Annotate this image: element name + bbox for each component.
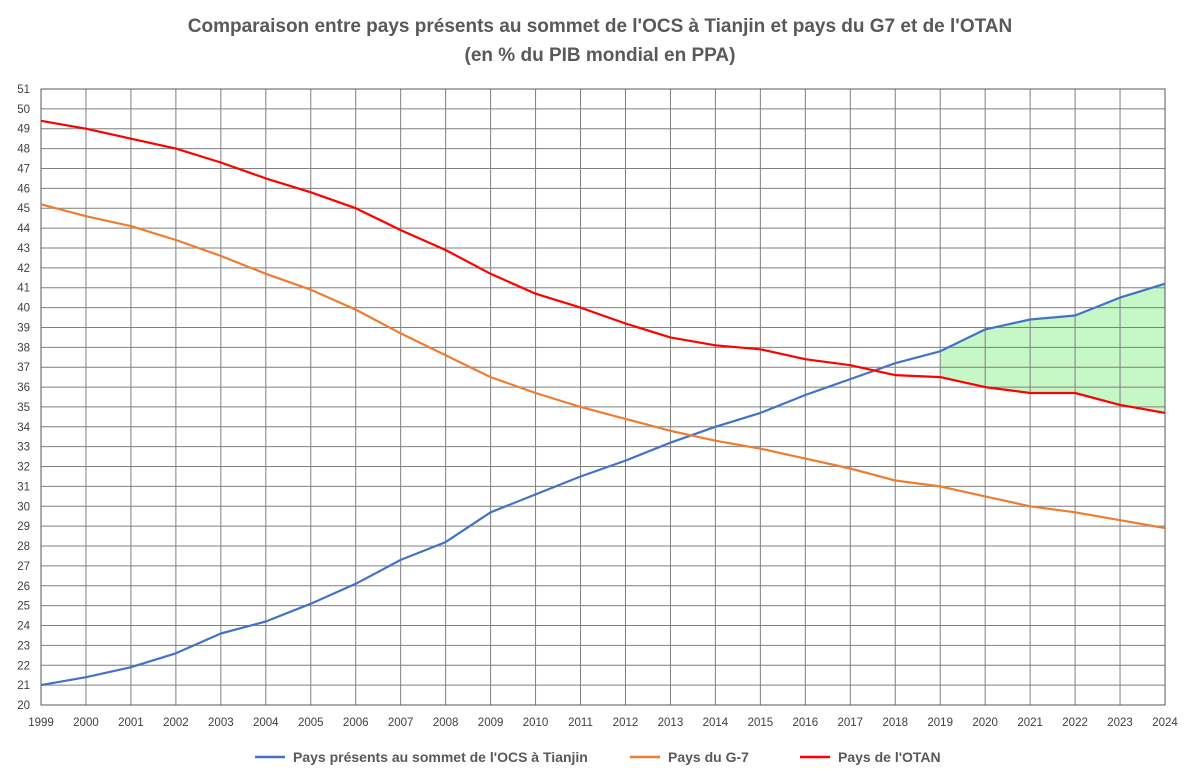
y-tick-label: 42 xyxy=(17,263,30,275)
y-tick-label: 48 xyxy=(17,144,30,156)
y-tick-label: 47 xyxy=(17,163,30,175)
y-tick-label: 35 xyxy=(17,402,30,414)
x-tick-label: 2000 xyxy=(73,717,99,729)
x-tick-label: 2015 xyxy=(748,717,774,729)
series-line-3 xyxy=(40,119,1166,414)
y-tick-label: 22 xyxy=(17,660,30,672)
y-tick-label: 49 xyxy=(17,124,30,136)
y-tick-label: 37 xyxy=(17,362,30,374)
series-line-1 xyxy=(40,282,1166,687)
x-tick-label: 1999 xyxy=(28,717,54,729)
y-tick-label: 36 xyxy=(17,382,30,394)
series-line-2 xyxy=(40,203,1166,530)
y-tick-label: 41 xyxy=(17,283,30,295)
shaded-gap-area xyxy=(940,283,1165,413)
y-tick-label: 27 xyxy=(17,561,30,573)
y-tick-label: 34 xyxy=(17,422,30,434)
x-tick-label: 2016 xyxy=(793,717,819,729)
x-tick-label: 2007 xyxy=(388,717,414,729)
y-tick-label: 40 xyxy=(17,303,30,315)
legend-label-3: Pays de l'OTAN xyxy=(838,749,941,765)
y-tick-label: 23 xyxy=(17,640,30,652)
y-tick-label: 51 xyxy=(17,84,30,96)
x-tick-label: 2021 xyxy=(1017,717,1043,729)
x-tick-label: 2002 xyxy=(163,717,189,729)
y-tick-label: 20 xyxy=(17,700,30,712)
x-tick-label: 2003 xyxy=(208,717,234,729)
x-tick-label: 2010 xyxy=(523,717,549,729)
x-tick-label: 2019 xyxy=(927,717,953,729)
x-tick-label: 2017 xyxy=(837,717,863,729)
x-tick-label: 2013 xyxy=(658,717,684,729)
x-tick-label: 2006 xyxy=(343,717,369,729)
y-tick-label: 45 xyxy=(17,203,30,215)
y-tick-label: 39 xyxy=(17,322,30,334)
x-tick-label: 2005 xyxy=(298,717,324,729)
x-tick-label: 2001 xyxy=(118,717,144,729)
y-tick-label: 30 xyxy=(17,501,30,513)
y-tick-label: 43 xyxy=(17,243,30,255)
chart-title: Comparaison entre pays présents au somme… xyxy=(187,16,1013,37)
x-tick-label: 2011 xyxy=(568,717,593,729)
x-tick-label: 2014 xyxy=(703,717,729,729)
legend-label-2: Pays du G-7 xyxy=(668,749,749,765)
x-tick-label: 2009 xyxy=(478,717,504,729)
y-tick-label: 46 xyxy=(17,183,30,195)
plot-frame xyxy=(40,88,1166,706)
y-tick-label: 33 xyxy=(17,442,30,454)
x-tick-label: 2012 xyxy=(613,717,639,729)
y-tick-label: 50 xyxy=(17,104,30,116)
chart-subtitle: (en % du PIB mondial en PPA) xyxy=(464,45,736,66)
x-tick-label: 2022 xyxy=(1062,717,1088,729)
legend-label-1: Pays présents au sommet de l'OCS à Tianj… xyxy=(293,749,588,765)
x-tick-label: 2023 xyxy=(1107,717,1133,729)
x-tick-label: 2008 xyxy=(433,717,459,729)
x-tick-label: 2020 xyxy=(972,717,998,729)
y-tick-label: 25 xyxy=(17,601,30,613)
y-tick-label: 29 xyxy=(17,521,30,533)
x-tick-label: 2024 xyxy=(1152,717,1178,729)
y-tick-label: 44 xyxy=(17,223,30,235)
y-tick-label: 28 xyxy=(17,541,30,553)
y-tick-label: 38 xyxy=(17,342,30,354)
x-tick-label: 2018 xyxy=(882,717,908,729)
x-tick-label: 2004 xyxy=(253,717,279,729)
y-tick-label: 26 xyxy=(17,581,30,593)
y-tick-label: 32 xyxy=(17,462,30,474)
y-tick-label: 21 xyxy=(17,680,30,692)
y-tick-label: 24 xyxy=(17,621,30,633)
y-tick-label: 31 xyxy=(17,481,30,493)
